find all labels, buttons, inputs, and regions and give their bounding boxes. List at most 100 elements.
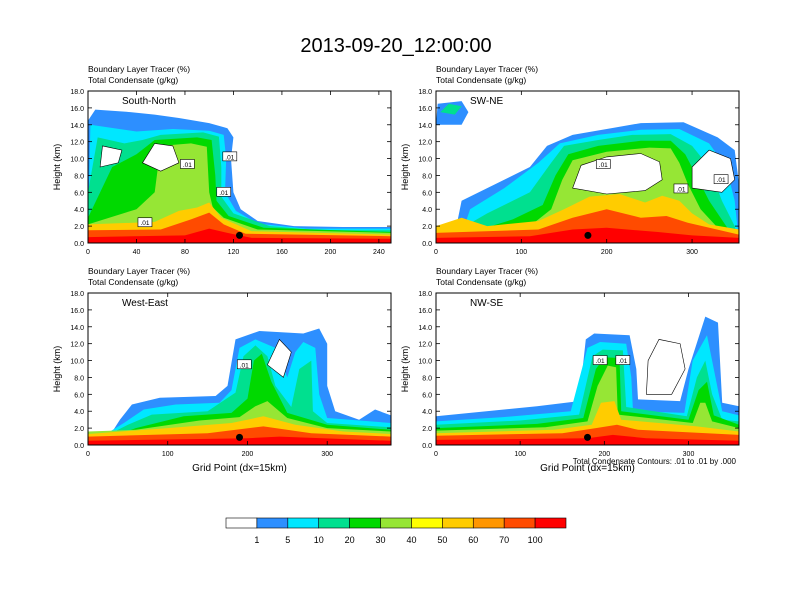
x-axis-label: Grid Point (dx=15km) [540, 463, 635, 474]
panel-frame [87, 90, 392, 244]
y-tick-label: 8.0 [74, 173, 84, 180]
colorbar-label: 70 [499, 535, 509, 545]
colorbar-swatch [256, 517, 289, 529]
y-tick-label: 16.0 [418, 308, 432, 315]
shade-region-3 [88, 345, 391, 445]
contour-label: .01 [225, 154, 234, 161]
contour-label-box [216, 187, 232, 197]
y-tick-label: 14.0 [70, 325, 84, 332]
panel-shading [436, 316, 739, 445]
y-tick-label: 10.0 [418, 359, 432, 366]
colorbar-label: 1 [254, 535, 259, 545]
contour-note: Total Condensate Contours: .01 to .01 by… [573, 457, 737, 466]
colorbar-label: 10 [314, 535, 324, 545]
y-tick-label: 0.0 [74, 443, 84, 450]
y-tick-label: 10.0 [70, 359, 84, 366]
x-tick-label: 0 [434, 451, 438, 458]
panel-header-line1: Boundary Layer Tracer (%) [88, 64, 190, 74]
y-tick-label: 4.0 [422, 207, 432, 214]
clear-area-1 [267, 338, 292, 378]
panel-header-line2: Total Condensate (g/kg) [88, 75, 178, 85]
contour-label-box [595, 159, 611, 169]
site-marker [584, 433, 591, 441]
y-tick-label: 0.0 [422, 241, 432, 248]
contour-label: .01 [140, 220, 149, 227]
shade-region-2 [440, 103, 462, 115]
y-tick-label: 4.0 [422, 409, 432, 416]
panel-header-line2: Total Condensate (g/kg) [436, 277, 526, 287]
y-tick-label: 2.0 [422, 426, 432, 433]
panel-header-line2: Total Condensate (g/kg) [88, 277, 178, 287]
colorbar-label: 50 [437, 535, 447, 545]
y-tick-label: 12.0 [418, 140, 432, 147]
y-tick-label: 14.0 [70, 123, 84, 130]
shade-region-7 [88, 212, 391, 243]
contour-label-box [236, 359, 252, 370]
x-tick-label: 80 [181, 249, 189, 256]
y-tick-label: 12.0 [70, 342, 84, 349]
y-tick-label: 18.0 [70, 89, 84, 96]
panel-shading [88, 109, 391, 243]
clear-area-1 [646, 339, 686, 395]
panels: Boundary Layer Tracer (%)Total Condensat… [52, 64, 740, 474]
colorbar-swatch [442, 517, 474, 529]
panel-frame [87, 292, 392, 446]
colorbar-label: 30 [376, 535, 386, 545]
x-tick-label: 100 [162, 451, 174, 458]
contour-label-box [592, 355, 608, 365]
y-tick-label: 12.0 [418, 342, 432, 349]
y-tick-label: 2.0 [74, 426, 84, 433]
y-axis-label: Height (km) [400, 144, 410, 191]
y-tick-label: 0.0 [422, 443, 432, 450]
panel-header-line1: Boundary Layer Tracer (%) [88, 266, 190, 276]
y-tick-label: 12.0 [70, 140, 84, 147]
contour-label: .01 [240, 362, 249, 369]
y-tick-label: 16.0 [418, 106, 432, 113]
panel-2: Boundary Layer Tracer (%)Total Condensat… [400, 64, 740, 256]
y-tick-label: 0.0 [74, 241, 84, 248]
colorbar-swatch [503, 517, 536, 529]
contour-label: .01 [599, 162, 608, 169]
contour-label: .01 [618, 358, 627, 365]
colorbar-swatch [318, 517, 350, 529]
x-tick-label: 100 [516, 249, 528, 256]
panel-frame [435, 90, 740, 244]
colorbar-label: 20 [345, 535, 355, 545]
panel-title: SW-NE [470, 96, 503, 107]
x-tick-label: 100 [514, 451, 526, 458]
panel-shading [88, 328, 391, 445]
colorbar-label: 60 [468, 535, 478, 545]
colorbar-swatch [287, 517, 320, 529]
clear-area-1 [572, 153, 663, 195]
contour-label-box [615, 355, 631, 365]
clear-area-2 [99, 145, 123, 168]
y-tick-label: 6.0 [422, 392, 432, 399]
panel-header-line1: Boundary Layer Tracer (%) [436, 64, 538, 74]
x-tick-label: 300 [683, 451, 695, 458]
panel-header-line2: Total Condensate (g/kg) [436, 75, 526, 85]
x-tick-label: 0 [86, 249, 90, 256]
colorbar-swatch [380, 517, 412, 529]
contour-label: .01 [676, 186, 685, 193]
y-tick-label: 4.0 [74, 207, 84, 214]
colorbar-label: 100 [528, 535, 543, 545]
contour-label-box [713, 174, 729, 184]
x-tick-label: 40 [133, 249, 141, 256]
x-axis-label: Grid Point (dx=15km) [192, 463, 287, 474]
y-tick-label: 16.0 [70, 106, 84, 113]
x-tick-label: 160 [276, 249, 288, 256]
contour-label: .01 [596, 358, 605, 365]
site-marker [236, 231, 243, 239]
colorbar-label: 5 [285, 535, 290, 545]
y-tick-label: 18.0 [418, 291, 432, 298]
contour-label-box [180, 159, 195, 169]
y-tick-label: 18.0 [70, 291, 84, 298]
site-marker [236, 433, 243, 441]
site-marker [584, 231, 592, 239]
y-tick-label: 8.0 [422, 173, 432, 180]
y-axis-label: Height (km) [52, 144, 62, 191]
x-tick-label: 300 [321, 451, 333, 458]
y-axis-label: Height (km) [52, 346, 62, 393]
panel-title: NW-SE [470, 298, 503, 309]
contour-label: .01 [717, 177, 726, 184]
